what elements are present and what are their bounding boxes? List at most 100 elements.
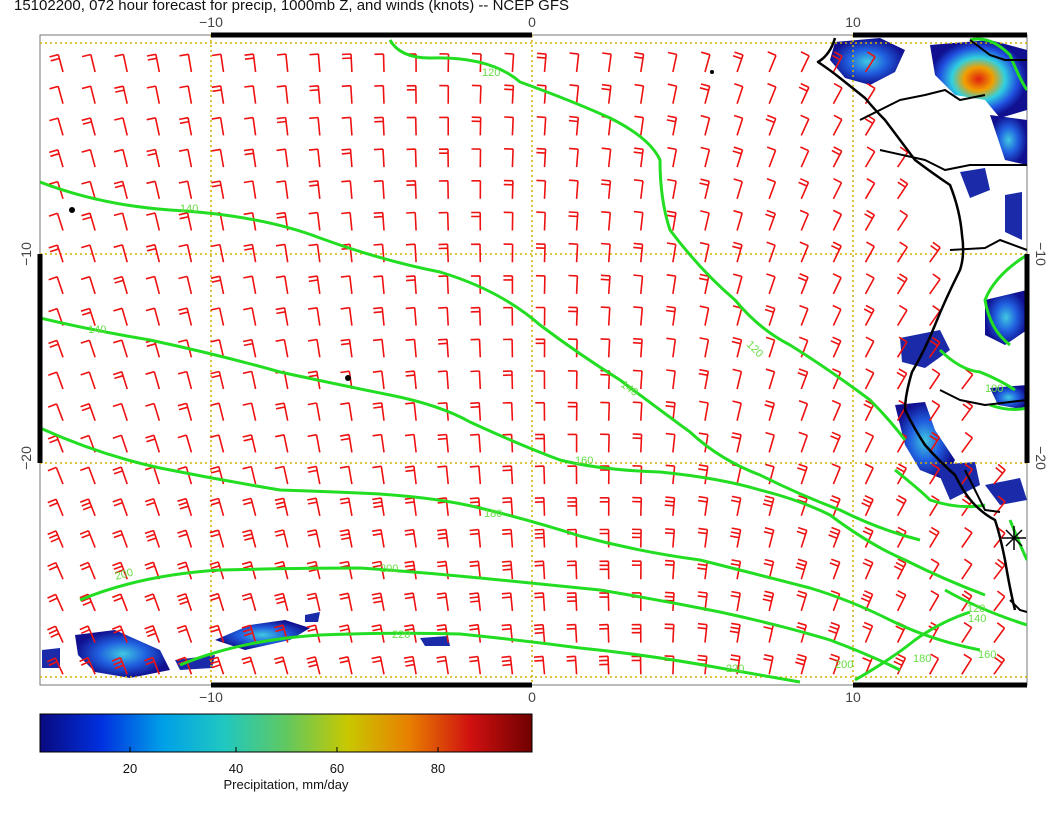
wind-barb — [831, 241, 842, 263]
wind-barb-stroke — [145, 402, 161, 421]
wind-barb — [730, 590, 741, 612]
wind-barb — [111, 656, 128, 675]
contour-label: 100 — [985, 383, 1003, 395]
wind-barb — [47, 561, 64, 580]
wind-barb-stroke — [471, 148, 482, 168]
wind-barb-stroke — [730, 527, 742, 548]
wind-barb-stroke — [993, 527, 1006, 548]
wind-barb — [146, 53, 161, 73]
wind-barb-stroke — [211, 148, 225, 168]
coastline — [816, 37, 1027, 613]
wind-barb-stroke — [274, 497, 289, 516]
wind-barb-stroke — [864, 51, 876, 73]
wind-barb-stroke — [534, 560, 546, 580]
wind-barb-stroke — [633, 147, 644, 168]
wind-barb-stroke — [698, 432, 709, 453]
wind-barb — [209, 624, 225, 643]
wind-barb-stroke — [798, 431, 809, 453]
wind-barb-stroke — [308, 275, 321, 295]
contour-label: 220 — [392, 629, 410, 641]
wind-barb — [632, 496, 643, 516]
wind-barb — [535, 243, 546, 263]
wind-barb — [864, 273, 875, 295]
wind-barb-stroke — [244, 116, 257, 136]
wind-barb-stroke — [81, 148, 96, 168]
wind-barb-stroke — [47, 498, 64, 517]
wind-barb-stroke — [341, 211, 353, 231]
wind-barb — [502, 497, 514, 516]
wind-barb-stroke — [799, 241, 809, 263]
wind-barb-stroke — [732, 400, 742, 421]
wind-barb — [144, 656, 161, 675]
wind-barb — [406, 180, 417, 199]
wind-barb — [502, 433, 514, 453]
wind-barb — [665, 464, 676, 485]
wind-barb — [598, 655, 610, 675]
colorbar-tick-label: 20 — [123, 761, 137, 776]
wind-barb — [47, 625, 64, 643]
wind-barb-stroke — [47, 625, 64, 643]
wind-barb-stroke — [502, 370, 514, 390]
wind-barb-stroke — [732, 241, 743, 263]
wind-barb-stroke — [210, 307, 225, 326]
colorbar — [39, 713, 533, 753]
wind-barb — [469, 560, 482, 580]
wind-barb-stroke — [340, 338, 353, 358]
wind-barb — [274, 592, 289, 612]
wind-barb — [274, 497, 289, 516]
wind-barb-stroke — [244, 53, 257, 73]
wind-barb — [47, 466, 64, 485]
wind-barb-stroke — [209, 592, 225, 612]
wind-barb-stroke — [733, 209, 743, 231]
wind-barb-stroke — [929, 368, 941, 390]
wind-barb-stroke — [535, 370, 546, 390]
contour-line — [79, 566, 901, 672]
wind-barb — [633, 147, 644, 168]
wind-barb-stroke — [765, 114, 777, 136]
wind-barb-stroke — [468, 623, 482, 643]
wind-barb — [471, 148, 482, 168]
wind-barb — [601, 147, 612, 168]
wind-barb-stroke — [404, 465, 417, 485]
wind-barb-stroke — [47, 561, 64, 580]
wind-barb-stroke — [80, 466, 96, 485]
wind-barb — [469, 528, 482, 548]
wind-barb — [798, 399, 809, 421]
wind-barb — [832, 368, 842, 390]
wind-barb-stroke — [436, 592, 449, 612]
wind-barb-stroke — [243, 180, 257, 199]
wind-barb-stroke — [664, 496, 676, 516]
wind-barb — [373, 211, 385, 231]
wind-barb-stroke — [438, 243, 449, 263]
wind-barb — [308, 275, 321, 295]
wind-barb — [961, 558, 973, 580]
wind-barb — [730, 527, 742, 548]
wind-barb — [699, 400, 709, 421]
wind-barb-stroke — [438, 306, 449, 326]
wind-barb-stroke — [80, 339, 96, 358]
wind-barb-stroke — [568, 179, 579, 199]
contour-label: 140 — [88, 324, 106, 336]
wind-barb — [795, 653, 807, 675]
wind-barb — [993, 622, 1006, 644]
wind-barb — [795, 558, 808, 580]
wind-barb-stroke — [634, 115, 645, 136]
wind-barb — [209, 656, 225, 675]
wind-barb — [112, 434, 128, 453]
wind-barb — [929, 305, 941, 327]
wind-barb — [732, 368, 743, 390]
wind-barb-stroke — [437, 433, 449, 453]
wind-barb — [502, 465, 514, 485]
wind-barb-stroke — [241, 624, 257, 643]
wind-barb-stroke — [566, 560, 578, 580]
wind-barb-stroke — [112, 529, 128, 548]
wind-barb — [340, 338, 353, 358]
wind-barb-stroke — [405, 370, 417, 390]
wind-barb-stroke — [961, 463, 973, 485]
wind-barb-stroke — [470, 306, 482, 326]
wind-barb-stroke — [309, 53, 321, 73]
wind-barb-stroke — [929, 305, 941, 327]
wind-barb-stroke — [632, 496, 643, 516]
wind-barb — [241, 656, 257, 675]
wind-barb — [832, 304, 842, 326]
